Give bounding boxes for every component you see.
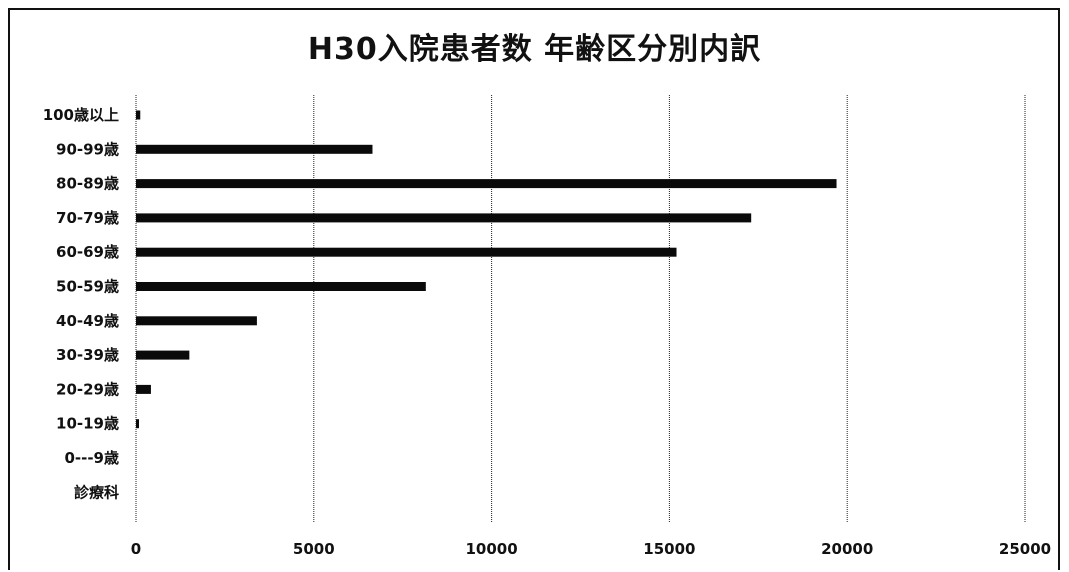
category-label: 90-99歳	[56, 140, 119, 158]
x-tick-label: 15000	[643, 540, 695, 558]
bar	[136, 419, 139, 429]
bar	[136, 110, 141, 120]
category-label: 10-19歳	[56, 415, 119, 433]
bar	[136, 179, 837, 189]
x-tick-label: 5000	[293, 540, 335, 558]
x-tick-label: 0	[131, 540, 141, 558]
chart-title: H30入院患者数 年齢区分別内訳	[307, 32, 762, 67]
x-tick-label: 25000	[999, 540, 1051, 558]
category-label: 0---9歳	[64, 449, 119, 467]
bar	[136, 213, 752, 223]
x-tick-label: 10000	[466, 540, 518, 558]
x-tick-label: 20000	[821, 540, 873, 558]
bar	[136, 350, 190, 360]
category-label: 80-89歳	[56, 175, 119, 193]
gridlines	[135, 95, 1026, 522]
category-labels: 100歳以上 90-99歳 80-89歳 70-79歳 60-69歳 50-59歳 40-4…	[43, 106, 119, 501]
bar	[136, 384, 151, 394]
category-label: 診療科	[74, 483, 119, 501]
category-label: 20-29歳	[56, 380, 119, 398]
category-label: 50-59歳	[56, 278, 119, 296]
bar	[136, 316, 257, 326]
category-label: 100歳以上	[43, 106, 119, 124]
bars	[136, 110, 837, 429]
bar	[136, 247, 677, 257]
bar	[136, 144, 373, 154]
category-label: 70-79歳	[56, 209, 119, 227]
x-tick-labels: 0 5000 10000 15000 20000 25000	[131, 540, 1051, 558]
category-label: 40-49歳	[56, 312, 119, 330]
category-label: 60-69歳	[56, 243, 119, 261]
bar	[136, 282, 426, 291]
category-label: 30-39歳	[56, 346, 119, 364]
